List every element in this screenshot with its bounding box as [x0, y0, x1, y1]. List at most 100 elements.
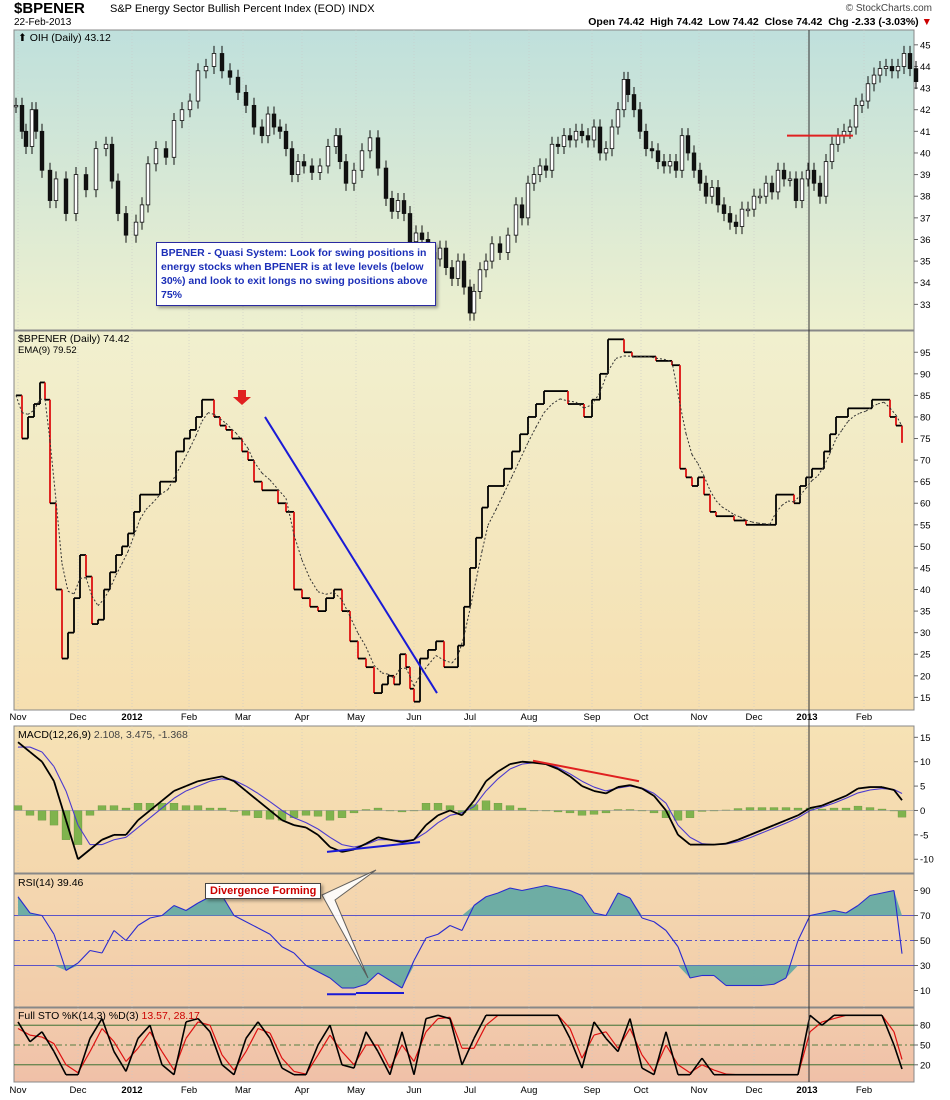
macd-hist-bar-41	[505, 805, 515, 811]
rsi-line-seg-52	[629, 897, 643, 919]
oih-bar-body-133	[883, 66, 889, 70]
macd-line-seg-56	[677, 834, 691, 846]
oih-bar-body-138	[913, 68, 919, 82]
bpener-down-trendline	[264, 416, 438, 694]
rsi-over-fill-43	[522, 888, 534, 916]
oih-bar-body-7	[53, 178, 59, 201]
oih-bar-body-47	[359, 150, 365, 171]
macd-hist-bar-62	[757, 807, 767, 811]
macd-signal-seg-3	[41, 751, 55, 767]
macd-panel-label: MACD(12,26,9) 2.108, 3.475, -1.368	[18, 729, 188, 741]
y-tick-label-bpener-16: 95	[920, 348, 931, 359]
oih-bar-body-23	[187, 100, 193, 111]
x-axis-label-mid-15: Feb	[856, 712, 872, 723]
rsi-over-fill-44	[534, 885, 546, 916]
bpener-ema-seg-96	[671, 361, 681, 405]
bpener-ema-seg-52	[349, 616, 359, 634]
oih-bar-body-42	[325, 146, 331, 167]
bpener-ema-seg-39	[247, 448, 255, 462]
bpener-ema-seg-3	[27, 409, 35, 415]
sto-k-seg-32	[389, 1031, 403, 1075]
oih-bar-body-29	[235, 76, 241, 93]
oih-bar-body-71	[513, 204, 519, 236]
oih-bar-body-136	[901, 53, 907, 67]
y-tick-label-rsi-1: 30	[920, 961, 931, 972]
bpener-ema-seg-65	[435, 655, 445, 661]
rsi-line-seg-6	[77, 950, 91, 964]
bpener-ema-seg-12	[79, 577, 87, 579]
rsi-line-seg-56	[677, 946, 691, 979]
rsi-line-seg-64	[773, 977, 787, 985]
oih-bar-body-119	[799, 178, 805, 201]
macd-hist-bar-2	[37, 810, 47, 821]
macd-signal-seg-72	[869, 787, 883, 791]
macd-line-seg-38	[461, 800, 475, 816]
bpener-ema-seg-69	[463, 608, 471, 637]
oih-bar-body-30	[243, 92, 249, 106]
rsi-line-seg-59	[713, 975, 727, 986]
sto-d-seg-53	[641, 1054, 655, 1072]
sto-k-seg-14	[173, 1021, 187, 1075]
bpener-ema-seg-95	[663, 358, 673, 363]
oih-bar-body-88	[615, 109, 621, 128]
oih-bar-body-103	[703, 182, 709, 197]
oih-bar-body-116	[781, 169, 787, 180]
macd-line-seg-36	[437, 809, 451, 817]
oih-bar-body-82	[579, 130, 585, 137]
sto-k-seg-9	[113, 1051, 127, 1072]
macd-hist-bar-28	[349, 810, 359, 814]
macd-signal-seg-66	[797, 810, 811, 819]
bpener-ema-seg-56	[381, 672, 389, 675]
macd-signal-seg-2	[29, 746, 43, 753]
y-tick-label-rsi-2: 50	[920, 936, 931, 947]
macd-hist-bar-4	[61, 810, 71, 840]
macd-signal-seg-54	[653, 792, 667, 804]
bpener-panel-label: $BPENER (Daily) 74.42	[18, 333, 130, 345]
macd-signal-seg-49	[593, 786, 607, 792]
bpener-ema-seg-81	[551, 398, 561, 405]
bpener-ema-seg-130	[877, 401, 885, 405]
bpener-ema-seg-128	[865, 406, 873, 412]
macd-signal-seg-5	[65, 790, 79, 826]
macd-line-seg-63	[761, 824, 775, 831]
oih-bar-body-65	[471, 290, 477, 314]
macd-line-seg-51	[617, 784, 631, 788]
macd-line-seg-67	[809, 804, 823, 809]
macd-hist-bar-13	[169, 803, 179, 811]
oih-bar-body-49	[375, 137, 381, 169]
macd-line-seg-69	[833, 795, 847, 802]
oih-bar-body-125	[835, 135, 841, 145]
macd-signal-seg-48	[581, 780, 595, 788]
oih-bar-body-98	[673, 161, 679, 171]
oih-bar-body-28	[227, 70, 233, 78]
rsi-line-seg-36	[437, 925, 451, 935]
chart-date: 22-Feb-2013	[14, 17, 72, 28]
rsi-over-fill-72	[870, 893, 882, 916]
oih-bar-body-6	[47, 169, 53, 201]
macd-hist-bar-61	[745, 807, 755, 811]
oih-bar-body-38	[295, 161, 301, 175]
rsi-line-seg-10	[125, 925, 139, 941]
x-axis-label-mid-0: Nov	[10, 712, 27, 723]
rsi-line-seg-15	[185, 902, 199, 911]
oih-bar-body-87	[609, 126, 615, 150]
bpener-ema-seg-71	[475, 551, 483, 581]
oih-bar-body-80	[567, 135, 573, 141]
y-tick-label-oih-5: 38	[920, 192, 931, 203]
macd-hist-bar-12	[157, 803, 167, 811]
bpener-ema-seg-33	[213, 413, 221, 420]
y-tick-label-rsi-4: 90	[920, 886, 931, 897]
rsi-line-seg-71	[857, 895, 871, 906]
rsi-over-fill-46	[558, 888, 570, 916]
x-axis-label-bottom-7: Jun	[406, 1085, 421, 1096]
bpener-ema-seg-86	[591, 392, 601, 406]
rsi-line-seg-33	[401, 960, 415, 989]
sto-d-seg-23	[281, 1057, 295, 1072]
bpener-ema-seg-38	[241, 440, 249, 449]
macd-line-seg-26	[317, 834, 331, 848]
brand-credit: © StockCharts.com	[845, 3, 932, 14]
macd-signal-seg-57	[689, 836, 703, 845]
macd-signal-seg-8	[101, 839, 115, 846]
y-tick-label-bpener-0: 15	[920, 693, 931, 704]
